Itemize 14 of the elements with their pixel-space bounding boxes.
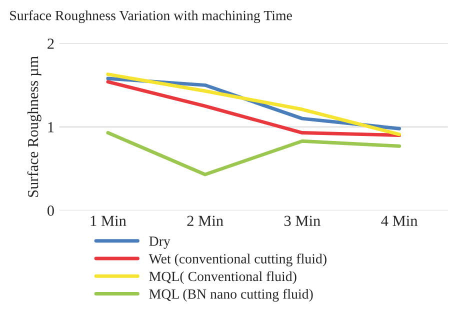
- legend-label: MQL (BN nano cutting fluid): [149, 288, 313, 302]
- legend-label: MQL( Conventional fluid): [149, 271, 296, 284]
- x-tick-label: 1 Min: [90, 216, 126, 226]
- y-tick-label: 1: [48, 122, 54, 132]
- x-tick-label: 3 Min: [284, 216, 320, 226]
- y-axis-title: Surface Roughness µm: [27, 56, 42, 197]
- y-tick-label: 0: [47, 206, 54, 216]
- line-series: [106, 131, 402, 176]
- x-tick-label: 4 Min: [381, 216, 418, 226]
- y-tick-label: 2: [48, 38, 54, 49]
- chart-title: Surface Roughness Variation with machining Time: [10, 10, 292, 24]
- x-tick-label: 2 Min: [187, 216, 224, 226]
- legend-label: Wet (conventional cutting fluid): [148, 254, 326, 266]
- legend-label: Dry: [149, 236, 170, 249]
